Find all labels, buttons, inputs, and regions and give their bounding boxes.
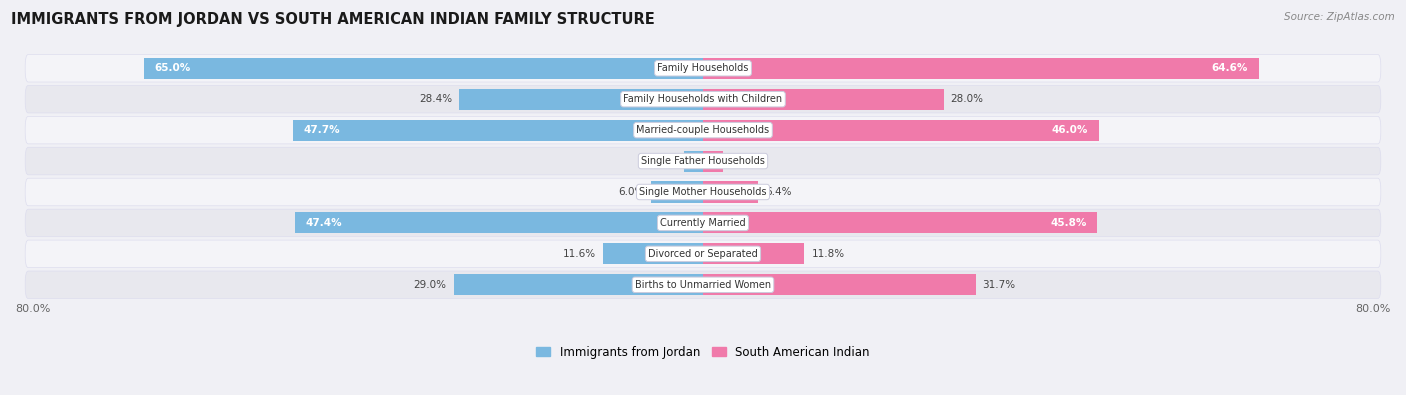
Text: 28.4%: 28.4% [419,94,451,104]
Text: Births to Unmarried Women: Births to Unmarried Women [636,280,770,290]
Text: 11.6%: 11.6% [564,249,596,259]
Text: 65.0%: 65.0% [155,63,191,73]
Bar [458,88,703,110]
FancyBboxPatch shape [25,209,1381,237]
FancyBboxPatch shape [25,178,1381,206]
Legend: Immigrants from Jordan, South American Indian: Immigrants from Jordan, South American I… [531,341,875,363]
Text: 2.3%: 2.3% [730,156,756,166]
Bar [603,243,703,264]
Text: Divorced or Separated: Divorced or Separated [648,249,758,259]
Bar [703,181,758,203]
FancyBboxPatch shape [25,55,1381,82]
Text: Married-couple Households: Married-couple Households [637,125,769,135]
Text: Family Households: Family Households [658,63,748,73]
FancyBboxPatch shape [25,147,1381,175]
Bar [295,213,703,233]
FancyBboxPatch shape [25,117,1381,144]
Text: Source: ZipAtlas.com: Source: ZipAtlas.com [1284,12,1395,22]
Text: 2.2%: 2.2% [651,156,678,166]
Text: 28.0%: 28.0% [950,94,984,104]
Text: Currently Married: Currently Married [661,218,745,228]
Bar [703,274,976,295]
Text: Family Households with Children: Family Households with Children [623,94,783,104]
Text: Single Father Households: Single Father Households [641,156,765,166]
Text: 6.4%: 6.4% [765,187,792,197]
Bar [703,150,723,171]
Bar [292,120,703,141]
Text: IMMIGRANTS FROM JORDAN VS SOUTH AMERICAN INDIAN FAMILY STRUCTURE: IMMIGRANTS FROM JORDAN VS SOUTH AMERICAN… [11,12,655,27]
Bar [703,213,1097,233]
Bar [651,181,703,203]
Text: 6.0%: 6.0% [619,187,644,197]
Bar [703,120,1098,141]
Text: 80.0%: 80.0% [15,304,51,314]
Text: 47.7%: 47.7% [304,125,340,135]
FancyBboxPatch shape [25,271,1381,299]
Text: 46.0%: 46.0% [1052,125,1088,135]
FancyBboxPatch shape [25,85,1381,113]
FancyBboxPatch shape [25,240,1381,268]
Text: Single Mother Households: Single Mother Households [640,187,766,197]
Bar [454,274,703,295]
Text: 80.0%: 80.0% [1355,304,1391,314]
Text: 11.8%: 11.8% [811,249,845,259]
Text: 29.0%: 29.0% [413,280,447,290]
Bar [703,58,1258,79]
Bar [703,243,804,264]
Text: 47.4%: 47.4% [305,218,342,228]
Text: 64.6%: 64.6% [1212,63,1249,73]
Text: 45.8%: 45.8% [1050,218,1087,228]
Text: 31.7%: 31.7% [983,280,1015,290]
Bar [143,58,703,79]
Bar [685,150,703,171]
Bar [703,88,943,110]
